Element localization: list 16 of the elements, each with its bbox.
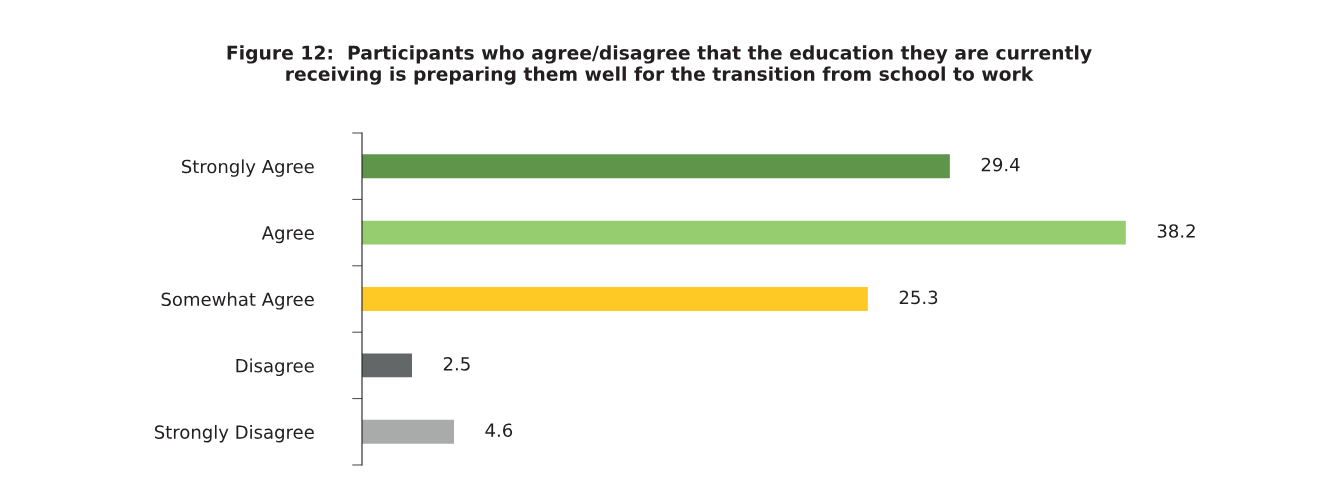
y-tick-label: Somewhat Agree <box>161 292 314 310</box>
data-label: 2.5 <box>443 356 470 371</box>
data-label: 4.6 <box>485 423 513 438</box>
bar <box>362 220 1126 245</box>
bar <box>362 419 454 444</box>
chart-title: Figure 12: Participants who agree/disagree that the education they are currently receiving is preparing them well for the transition from school to work <box>227 45 1092 85</box>
y-tick-label: Disagree <box>236 358 314 377</box>
bar <box>362 287 868 311</box>
y-tick-label: Strongly Disagree <box>154 424 314 443</box>
y-tick-label: Agree <box>261 226 314 244</box>
data-label: 38.2 <box>1157 224 1195 238</box>
data-label: 29.4 <box>981 157 1020 172</box>
data-label: 25.3 <box>899 290 938 305</box>
bar <box>362 353 412 378</box>
bar <box>362 154 950 179</box>
y-tick-label: Strongly Agree <box>181 159 314 177</box>
